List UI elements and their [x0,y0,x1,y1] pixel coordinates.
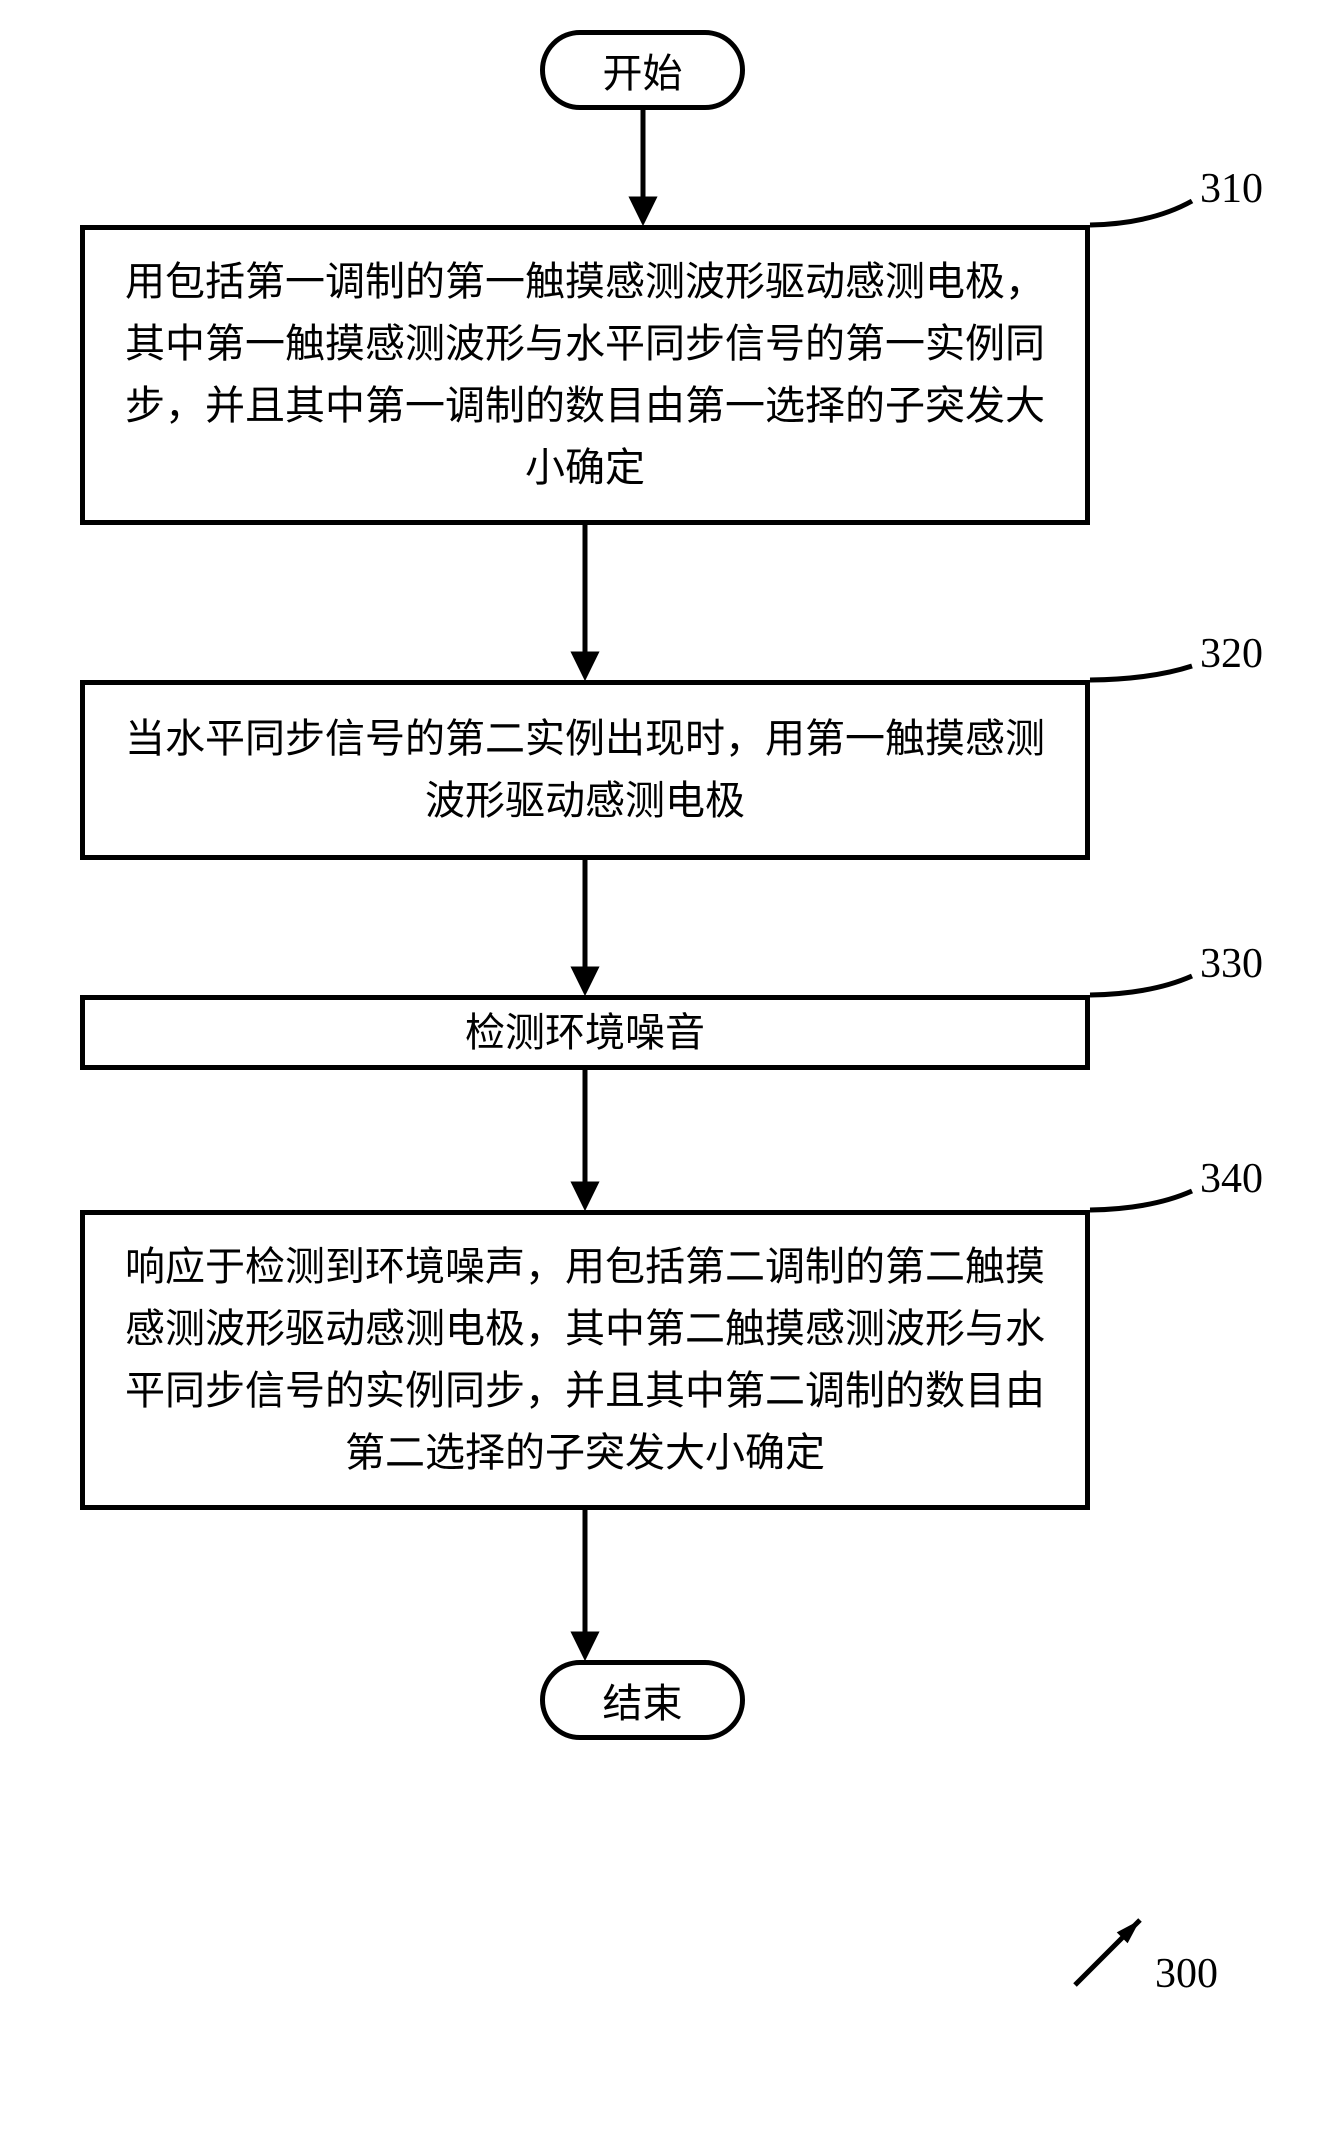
node-label: 响应于检测到环境噪声，用包括第二调制的第二触摸感测波形驱动感测电极，其中第二触摸… [115,1236,1055,1484]
ref-label-340: 340 [1200,1155,1263,1203]
end-terminal: 结束 [540,1660,745,1740]
start-terminal: 开始 [540,30,745,110]
node-label: 用包括第一调制的第一触摸感测波形驱动感测电极，其中第一触摸感测波形与水平同步信号… [115,251,1055,499]
node-label: 开始 [603,41,683,99]
ref-leader-310 [1080,191,1202,235]
edge-arrow [563,1070,607,1210]
node-label: 结束 [603,1671,683,1729]
node-label: 当水平同步信号的第二实例出现时，用第一触摸感测波形驱动感测电极 [115,708,1055,832]
ref-leader-330 [1080,966,1202,1005]
ref-label-320: 320 [1200,630,1263,678]
node-label: 检测环境噪音 [465,1002,705,1064]
edge-arrow [621,110,665,225]
figure-ref-arrow [1055,1900,1160,2005]
ref-leader-340 [1080,1181,1202,1220]
figure-ref-label: 300 [1155,1950,1218,1998]
edge-arrow [563,525,607,680]
process-310: 用包括第一调制的第一触摸感测波形驱动感测电极，其中第一触摸感测波形与水平同步信号… [80,225,1090,525]
flowchart-canvas: 开始用包括第一调制的第一触摸感测波形驱动感测电极，其中第一触摸感测波形与水平同步… [0,0,1339,2138]
ref-leader-320 [1080,656,1202,690]
edge-arrow [563,860,607,995]
process-320: 当水平同步信号的第二实例出现时，用第一触摸感测波形驱动感测电极 [80,680,1090,860]
process-330: 检测环境噪音 [80,995,1090,1070]
process-340: 响应于检测到环境噪声，用包括第二调制的第二触摸感测波形驱动感测电极，其中第二触摸… [80,1210,1090,1510]
ref-label-310: 310 [1200,165,1263,213]
edge-arrow [563,1510,607,1660]
ref-label-330: 330 [1200,940,1263,988]
